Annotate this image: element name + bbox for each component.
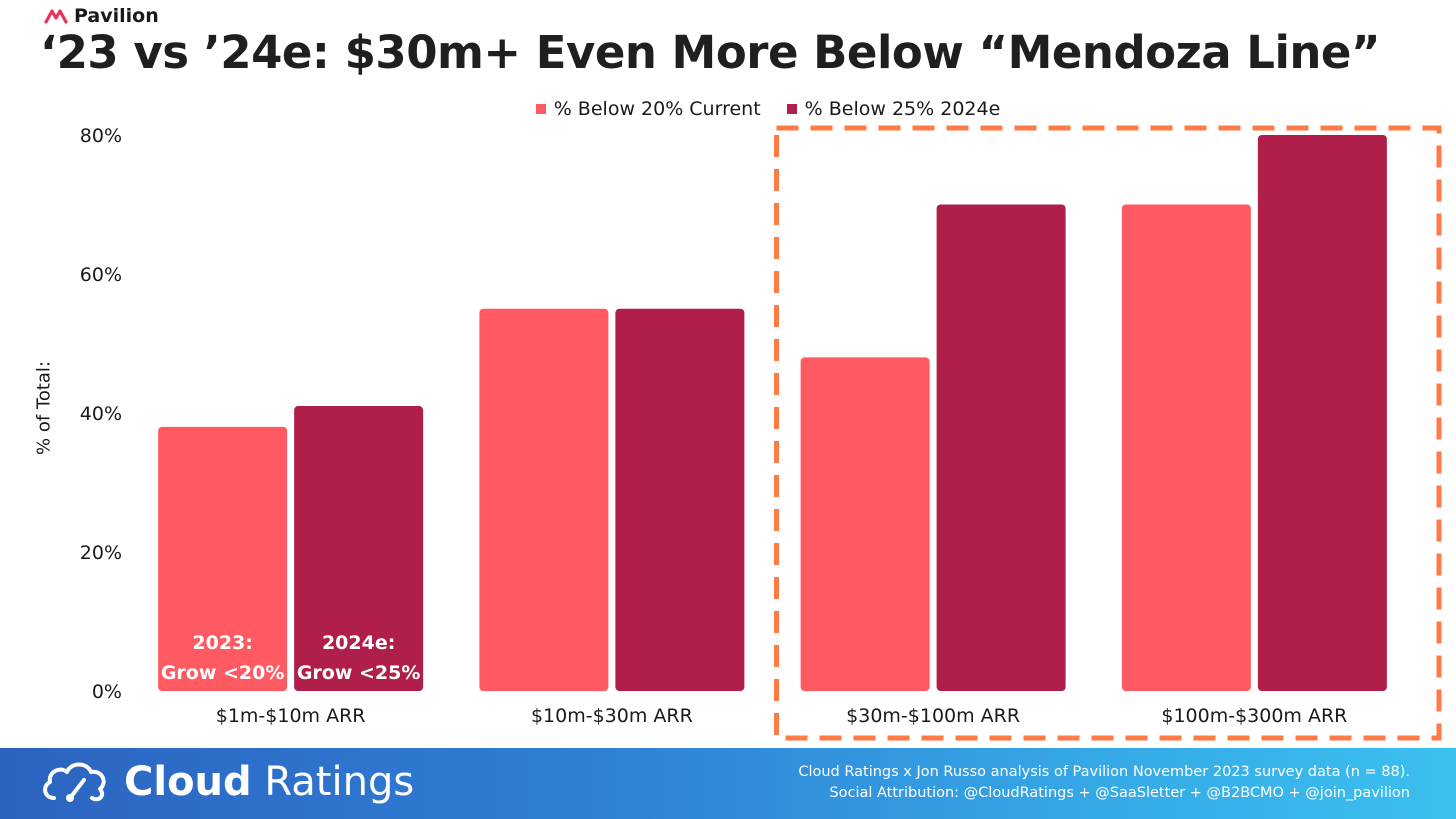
brand-light: Ratings bbox=[264, 759, 415, 805]
legend-item-current: % Below 20% Current bbox=[535, 98, 761, 120]
bar-current bbox=[158, 426, 288, 691]
bar-annotation-label: 2023: bbox=[192, 632, 252, 654]
bar-annotation-label: 2024e: bbox=[322, 632, 395, 654]
legend-swatch-estimate bbox=[786, 104, 797, 114]
source-note-line-2: Social Attribution: @CloudRatings + @Saa… bbox=[829, 785, 1410, 801]
y-tick-label: 20% bbox=[80, 542, 122, 564]
bar-annotation-label: Grow <25% bbox=[297, 662, 421, 684]
y-tick-label: 80% bbox=[80, 125, 122, 147]
bar-current bbox=[479, 308, 609, 691]
x-tick-label: $30m-$100m ARR bbox=[846, 705, 1020, 727]
bar-estimate bbox=[615, 308, 745, 691]
bar-chart: 0% 20% 40% 60% 80% $1m-$10m ARR $10m-$30m ARR $… bbox=[80, 125, 1442, 741]
y-tick-label: 60% bbox=[80, 264, 122, 286]
bar-estimate bbox=[1257, 135, 1387, 691]
source-note: Cloud Ratings x Jon Russo analysis of Pa… bbox=[798, 762, 1410, 804]
x-tick-label: $10m-$30m ARR bbox=[531, 705, 693, 727]
footer-banner: Cloud Ratings Cloud Ratings x Jon Russo … bbox=[0, 748, 1456, 819]
legend-label-current: % Below 20% Current bbox=[553, 98, 761, 120]
bar-annotation-label: Grow <20% bbox=[161, 662, 285, 684]
pavilion-logo-icon bbox=[44, 9, 68, 24]
page-title: ‘23 vs ’24e: $30m+ Even More Below “Mend… bbox=[40, 26, 1381, 79]
cloud-gauge-icon bbox=[43, 762, 106, 802]
bar-current bbox=[800, 357, 930, 691]
y-tick-label: 0% bbox=[92, 681, 122, 703]
pavilion-logo: Pavilion bbox=[44, 4, 159, 28]
chart-legend: % Below 20% Current % Below 25% 2024e bbox=[0, 98, 1456, 120]
legend-item-estimate: % Below 25% 2024e bbox=[786, 98, 1001, 120]
brand-bold: Cloud bbox=[124, 759, 252, 805]
bar-current bbox=[1121, 204, 1251, 691]
cloud-ratings-wordmark: Cloud Ratings bbox=[124, 759, 414, 805]
x-tick-label: $100m-$300m ARR bbox=[1161, 705, 1347, 727]
highlight-box bbox=[774, 125, 1442, 741]
legend-swatch-current bbox=[535, 104, 546, 114]
y-tick-label: 40% bbox=[80, 403, 122, 425]
pavilion-brand-name: Pavilion bbox=[74, 5, 159, 27]
x-tick-label: $1m-$10m ARR bbox=[216, 705, 366, 727]
cloud-ratings-logo: Cloud Ratings bbox=[40, 758, 414, 806]
bar-estimate bbox=[936, 204, 1066, 691]
bar-estimate bbox=[294, 406, 424, 691]
legend-label-estimate: % Below 25% 2024e bbox=[804, 98, 1001, 120]
source-note-line-1: Cloud Ratings x Jon Russo analysis of Pa… bbox=[798, 764, 1410, 780]
